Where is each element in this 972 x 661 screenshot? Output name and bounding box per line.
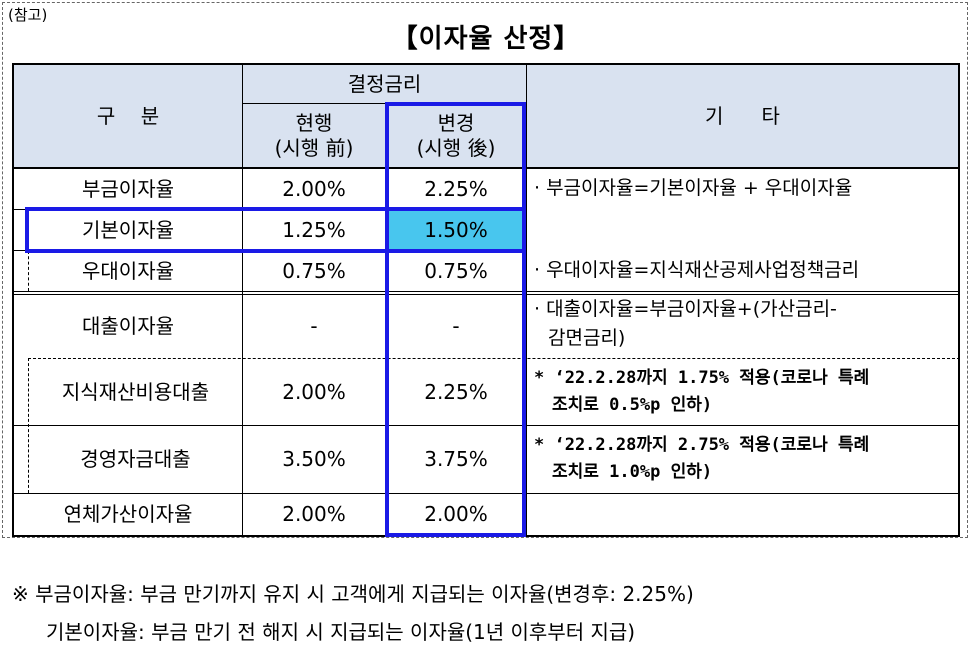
row-line-6: [12, 493, 960, 494]
row-current: 1.25%: [282, 217, 346, 242]
table-border-left: [12, 63, 14, 537]
header-bg: [12, 64, 960, 168]
header-category: 구 분: [96, 103, 160, 128]
footnote-1: ※ 부금이자율: 부금 만기까지 유지 시 고객에게 지급되는 이자율(변경후:…: [12, 582, 694, 606]
reference-frame: [2, 2, 968, 538]
note-base-rate: · 부금이자율=기본이자율 + 우대이자율: [534, 177, 853, 199]
reference-tag: (참고): [8, 6, 48, 24]
footnote-2: 기본이자율: 부금 만기 전 해지 시 지급되는 이자율(1년 이후부터 지급): [46, 620, 636, 644]
note-loan-rate-1: · 대출이자율=부금이자율+(가산금리-: [534, 298, 837, 320]
header-changed: 변경 (시행 後): [386, 104, 526, 167]
row-current: 2.00%: [282, 379, 346, 404]
note-business-loan-1: * ‘22.2.28까지 2.75% 적용(코로나 특례: [534, 435, 870, 455]
note-business-loan-2: 조치로 1.0%p 인하): [552, 462, 713, 482]
row-current: 0.75%: [282, 258, 346, 283]
row-label: 기본이자율: [82, 217, 174, 242]
footnotes: ※ 부금이자율: 부금 만기까지 유지 시 고객에게 지급되는 이자율(변경후:…: [12, 575, 694, 651]
header-current-line1: 현행: [295, 110, 333, 135]
row-line-3b: [12, 294, 960, 295]
table-border-top: [12, 63, 960, 65]
table-border-right: [958, 63, 960, 537]
header-current: 현행 (시행 前): [243, 104, 385, 167]
base-rate-row-highlight-box: [25, 207, 526, 253]
header-changed-line2: (시행 後): [416, 135, 496, 160]
header-rate-group: 결정금리: [347, 71, 422, 96]
page-title: 【이자율 산정】: [391, 24, 581, 54]
row-changed: -: [452, 314, 460, 338]
row-changed: 2.25%: [424, 176, 488, 201]
row-changed: 3.75%: [424, 447, 488, 471]
row-changed: 0.75%: [424, 258, 488, 283]
col-line-3: [526, 63, 527, 537]
sub-dash-2: [28, 358, 29, 493]
note-ip-loan-1: * ‘22.2.28까지 1.75% 적용(코로나 특례: [534, 368, 870, 388]
note-loan-rate-2: 감면금리): [548, 327, 626, 349]
hdr-bottom: [12, 167, 960, 169]
row-current: 3.50%: [282, 447, 346, 471]
header-changed-line1: 변경: [437, 110, 475, 135]
row-label: 지식재산비용대출: [61, 379, 210, 404]
sub-dash-1: [28, 251, 29, 291]
highlight-cell: [387, 210, 525, 251]
row-current: -: [310, 314, 318, 338]
row-changed: 2.00%: [424, 502, 488, 526]
row-label: 대출이자율: [82, 314, 174, 338]
row-label: 경영자금대출: [80, 447, 191, 471]
row-current: 2.00%: [282, 176, 346, 201]
note-ip-loan-2: 조치로 0.5%p 인하): [552, 395, 713, 415]
hdr-subline: [242, 103, 527, 104]
header-current-line2: (시행 前): [274, 135, 354, 160]
changed-column-highlight-box: [385, 102, 526, 537]
row-label: 연체가산이자율: [63, 502, 193, 526]
col-line-1: [242, 63, 243, 537]
row-changed: 2.25%: [424, 379, 488, 404]
row-line-3: [12, 291, 960, 292]
header-other: 기 타: [705, 103, 780, 128]
row-line-4: [28, 358, 960, 359]
row-label: 부금이자율: [82, 176, 174, 201]
row-line-5: [12, 425, 960, 426]
note-preferential-rate: · 우대이자율=지식재산공제사업정책금리: [534, 259, 860, 281]
row-changed: 1.50%: [424, 217, 488, 242]
row-label: 우대이자율: [82, 258, 174, 283]
row-current: 2.00%: [282, 502, 346, 526]
